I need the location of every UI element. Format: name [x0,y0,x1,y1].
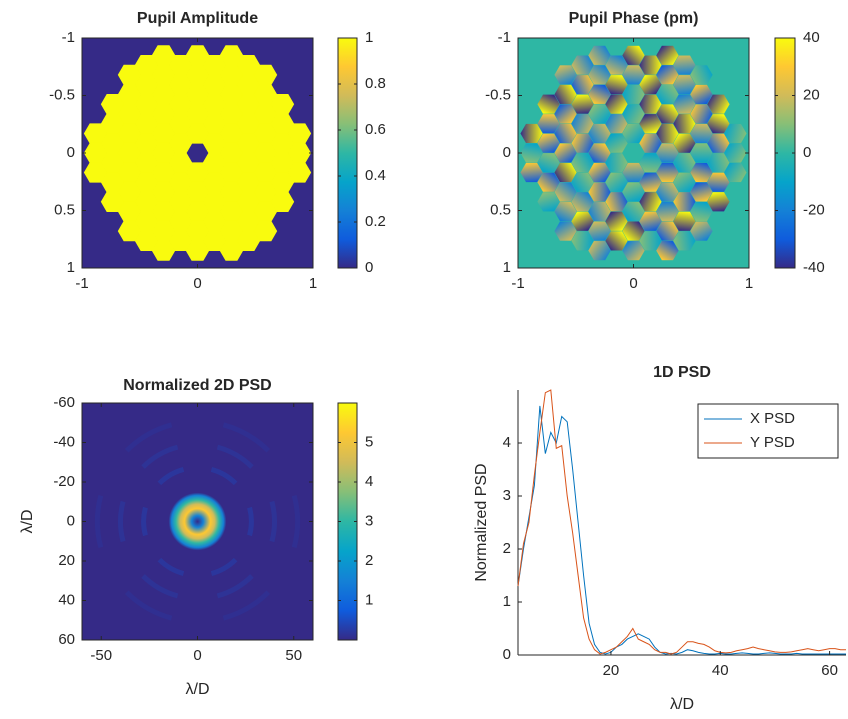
colorbar-tick-label: 4 [365,473,373,490]
y-tick-label: 0 [67,512,75,529]
y-tick-label: 4 [503,434,511,451]
speckle-arc [141,574,179,599]
y-tick-label: 0 [67,144,75,161]
speckle-arc [222,590,271,621]
colorbar-tick-label: 0.8 [365,75,386,92]
psd-ring [168,492,227,551]
x-axis-label: λ/D [186,681,210,698]
x-tick-label: 1 [309,275,317,292]
x-axis-label: λ/D [670,696,694,713]
phase-segment [689,221,713,241]
speckle-arc [291,494,301,549]
colorbar-tick-label: 1 [365,591,373,608]
phase-segment [723,162,747,183]
plot-area [82,403,313,640]
chart-title: Pupil Phase (pm) [569,10,699,27]
y-tick-label: 1 [503,593,511,610]
y-tick-label: 1 [503,259,511,276]
x-tick-label: 0 [193,647,201,664]
colorbar-tick-label: 0.4 [365,167,386,184]
chart-title: 1D PSD [653,364,711,381]
speckle-arc [157,557,185,576]
legend-label: X PSD [750,410,795,427]
y-axis-label: Normalized PSD [473,463,490,581]
x-tick-label: -50 [90,647,112,664]
phase-segment [706,191,730,212]
colorbar-tick-label: 1 [365,29,373,46]
y-tick-label: 0 [503,646,511,663]
colorbar-tick-label: 40 [803,29,820,46]
colorbar-tick-label: 20 [803,86,820,103]
speckle-arc [141,506,148,537]
y-tick-label: -40 [53,433,75,450]
colorbar-tick-label: 3 [365,512,373,529]
colorbar-tick-label: 0.2 [365,213,386,230]
pupil-segment [253,220,278,242]
y-tick-label: 0 [503,144,511,161]
y-tick-label: -60 [53,394,75,411]
y-tick-label: 40 [58,591,75,608]
y-tick-label: 0.5 [490,201,511,218]
colorbar-tick-label: -40 [803,259,825,276]
y-axis-label: λ/D [19,510,36,534]
y-tick-label: 1 [67,259,75,276]
plot-area [518,38,749,268]
x-tick-label: -1 [75,275,88,292]
x-tick-label: 60 [821,662,838,679]
y-tick-label: 3 [503,487,511,504]
speckle-arc [222,422,271,453]
line-series [517,405,846,655]
speckle-arc [157,467,185,486]
x-tick-label: 0 [193,275,201,292]
speckle-arc [269,500,277,543]
speckle-arc [216,444,254,469]
y-tick-label: -0.5 [485,86,511,103]
chart-title: Pupil Amplitude [137,10,258,27]
chart-title: Normalized 2D PSD [123,377,271,394]
x-tick-label: 50 [285,647,302,664]
colorbar-tick-label: -20 [803,201,825,218]
x-tick-label: -1 [511,275,524,292]
speckle-arc [94,494,104,549]
speckle-arc [141,444,179,469]
legend-label: Y PSD [750,434,795,451]
x-tick-label: 1 [745,275,753,292]
plot-area [82,38,313,268]
colorbar-tick-label: 0 [803,144,811,161]
colorbar-tick-label: 0.6 [365,121,386,138]
x-tick-label: 0 [629,275,637,292]
x-tick-label: 20 [603,662,620,679]
pupil-segment [270,191,295,212]
y-tick-label: 2 [503,540,511,557]
y-tick-label: -0.5 [49,86,75,103]
speckle-arc [124,590,173,621]
x-tick-label: 40 [712,662,729,679]
y-tick-label: -20 [53,473,75,490]
pupil-segment [287,162,312,183]
speckle-arc [124,422,173,453]
colorbar-tick-label: 2 [365,552,373,569]
colorbar-tick-label: 0 [365,259,373,276]
y-tick-label: 60 [58,631,75,648]
speckle-arc [247,506,254,537]
y-tick-label: 0.5 [54,201,75,218]
speckle-arc [118,500,126,543]
colorbar-tick-label: 5 [365,433,373,450]
y-tick-label: 20 [58,552,75,569]
y-tick-label: -1 [498,29,511,46]
speckle-arc [216,574,254,599]
legend [697,403,839,459]
speckle-arc [210,467,238,486]
speckle-arc [210,557,238,576]
colorbar [337,37,358,269]
line-series [517,389,846,655]
y-tick-label: -1 [62,29,75,46]
